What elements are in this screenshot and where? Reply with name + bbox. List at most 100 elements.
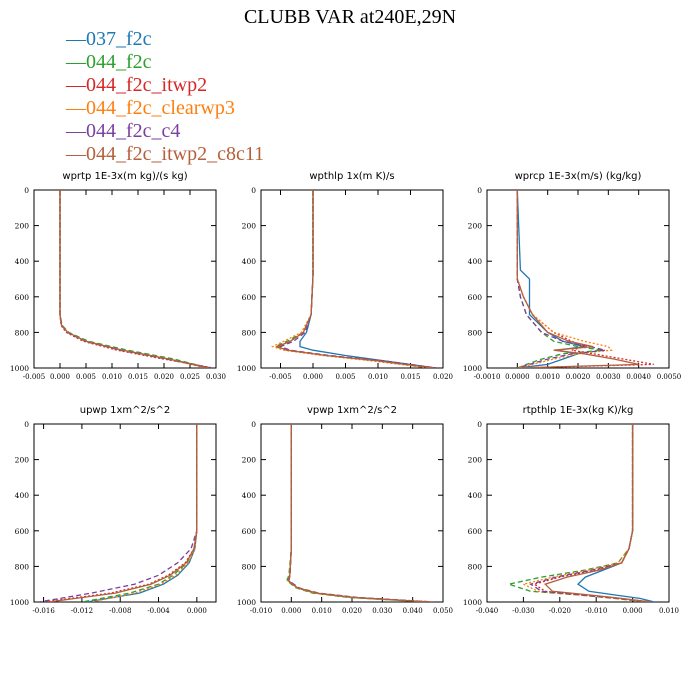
x-tick-label: 0.010 [659,607,679,615]
y-tick-label: 400 [15,491,30,500]
y-tick-label: 800 [242,328,257,337]
legend-line-icon: — [66,28,86,50]
series-line [59,190,211,368]
y-tick-label: 0 [251,186,256,195]
y-tick-label: 400 [468,491,483,500]
series-line [287,424,434,602]
y-tick-label: 400 [15,257,30,266]
x-tick-label: 0.030 [206,373,226,381]
subplot: wprtp 1E-3x(m kg)/(s kg) 0 200 400 600 800 100… [10,171,226,381]
x-tick-label: -0.005 [23,373,45,381]
subplot-title: rtpthlp 1E-3x(kg K)/kg [523,405,634,416]
series-line [86,424,198,602]
x-tick-label: -0.010 [585,607,607,615]
x-tick-label: 0.020 [342,607,362,615]
legend-label: 044_f2c_c4 [86,120,181,142]
subplot: vpwp 1xm^2/s^2 0 200 400 600 800 1000-0.010 0.0… [237,405,453,615]
y-tick-label: 200 [15,222,30,231]
series-line [286,424,431,602]
subplot-title: vpwp 1xm^2/s^2 [307,405,397,416]
y-tick-label: 200 [242,222,257,231]
legend-item: —037_f2c [66,28,264,51]
series-line [278,190,437,368]
legend-label: 044_f2c_itwp2 [86,74,208,96]
subplot: wprcp 1E-3x(m/s) (kg/kg) 0 200 400 600 800 100… [463,171,681,381]
legend-label: 044_f2c_clearwp3 [86,97,235,119]
y-tick-label: 200 [468,222,483,231]
y-tick-label: 800 [242,562,257,571]
x-tick-label: -0.030 [512,607,534,615]
series-line [273,190,431,368]
legend-line-icon: — [66,74,86,96]
x-tick-label: 0.030 [372,607,392,615]
y-tick-label: 400 [242,257,257,266]
x-tick-label: -0.020 [549,607,571,615]
x-tick-label: -0.010 [250,607,272,615]
series-line [59,190,209,368]
x-tick-label: 0.000 [303,373,323,381]
x-tick-label: -0.008 [109,607,131,615]
subplot: upwp 1xm^2/s^2 0 200 400 600 800 1000-0.016 -0.… [10,405,217,615]
x-tick-label: 0.040 [403,607,423,615]
y-tick-label: 800 [468,328,483,337]
y-tick-label: 600 [468,527,483,536]
x-tick-label: 0.020 [154,373,174,381]
y-tick-label: 0 [477,186,482,195]
series-line [521,424,648,602]
series-line [516,190,639,368]
series-line [286,424,428,602]
series-line [543,424,651,602]
x-tick-label: 0.015 [128,373,148,381]
x-tick-label: 0.0000 [505,373,530,381]
legend-item: —044_f2c_c4 [66,120,264,143]
x-tick-label: 0.000 [623,607,643,615]
y-tick-label: 0 [477,420,482,429]
x-tick-label: 0.025 [180,373,200,381]
y-tick-label: 200 [468,456,483,465]
y-tick-label: 0 [251,420,256,429]
x-tick-label: -0.012 [71,607,93,615]
series-line [48,424,198,602]
x-tick-label: -0.0010 [474,373,501,381]
x-tick-label: 0.0020 [566,373,591,381]
legend-label: 044_f2c_itwp2_c8c11 [86,143,265,165]
legend-line-icon: — [66,51,86,73]
plot-frame [260,189,444,369]
y-tick-label: 1000 [463,364,482,373]
series-line [59,190,214,368]
y-tick-label: 600 [242,293,257,302]
legend-item: —044_f2c [66,51,264,74]
y-tick-label: 1000 [10,598,29,607]
x-tick-label: 0.000 [187,607,207,615]
x-tick-label: 0.020 [433,373,453,381]
y-tick-label: 600 [468,293,483,302]
y-tick-label: 1000 [237,364,256,373]
y-tick-label: 0 [24,420,29,429]
page-title: CLUBB VAR at240E,29N [243,6,457,28]
series-line [38,424,198,602]
x-tick-label: 0.050 [433,607,453,615]
legend-item: —044_f2c_itwp2_c8c11 [66,143,264,166]
y-tick-label: 1000 [463,598,482,607]
series-line [59,190,209,368]
x-tick-label: 0.010 [368,373,388,381]
plot-frame [486,423,670,603]
series-line [91,424,198,602]
series-line [288,424,434,602]
legend-item: —044_f2c_itwp2 [66,74,264,97]
legend-label: 037_f2c [86,28,152,50]
legend-line-icon: — [66,120,86,142]
series-line [299,190,437,368]
x-tick-label: -0.040 [476,607,498,615]
legend: —037_f2c —044_f2c —044_f2c_itwp2 —044_f2… [66,28,264,166]
series-line [270,190,431,368]
x-tick-label: 0.005 [335,373,355,381]
y-tick-label: 800 [15,562,30,571]
plot-frame [33,423,217,603]
y-tick-label: 600 [15,527,30,536]
x-tick-label: 0.000 [50,373,70,381]
plot-frame [33,189,217,369]
series-line [275,190,434,368]
y-tick-label: 1000 [237,598,256,607]
subplot-title: upwp 1xm^2/s^2 [80,405,170,416]
